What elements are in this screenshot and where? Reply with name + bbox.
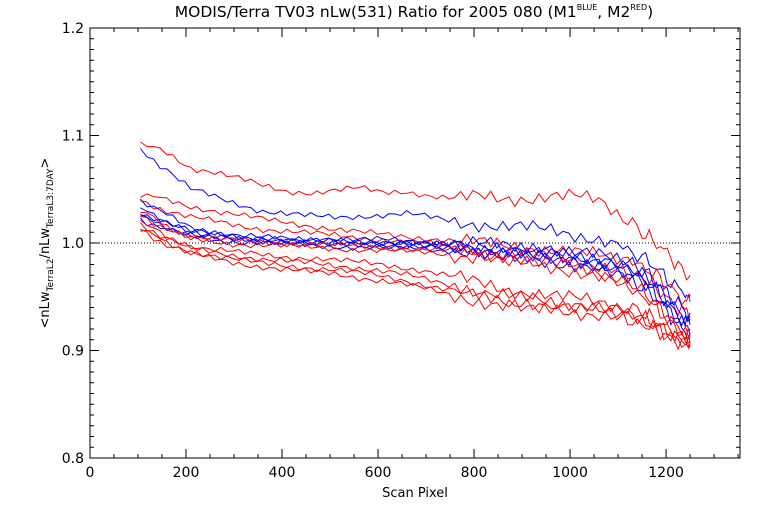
series-line-m1 bbox=[140, 198, 691, 321]
x-tick-label: 200 bbox=[173, 465, 200, 481]
chart-title: MODIS/Terra TV03 nLw(531) Ratio for 2005… bbox=[175, 3, 653, 21]
y-axis-label: <nLwTerraL2/nLwTerraL3:7DAY> bbox=[38, 158, 56, 329]
x-axis-label: Scan Pixel bbox=[382, 486, 448, 501]
series-line-m2 bbox=[140, 215, 691, 339]
series-line-m1 bbox=[140, 213, 691, 333]
y-tick-label: 1.0 bbox=[62, 236, 84, 252]
x-tick-label: 1000 bbox=[552, 465, 588, 481]
series-line-m1 bbox=[140, 148, 691, 299]
y-tick-label: 1.1 bbox=[62, 129, 84, 145]
y-axis: 0.8 0.9 1.0 1.1 1.2 bbox=[62, 21, 740, 467]
x-tick-label: 400 bbox=[269, 465, 296, 481]
y-tick-label: 0.8 bbox=[62, 451, 84, 467]
x-tick-label: 800 bbox=[461, 465, 488, 481]
x-tick-label: 600 bbox=[365, 465, 392, 481]
series-line-m2 bbox=[140, 141, 691, 281]
y-tick-label: 0.9 bbox=[62, 344, 84, 360]
x-tick-label: 0 bbox=[86, 465, 95, 481]
series-group bbox=[140, 141, 691, 351]
series-line-m2 bbox=[140, 219, 691, 345]
title-superscript-blue: BLUE bbox=[577, 3, 597, 12]
series-line-m2 bbox=[140, 193, 691, 306]
y-tick-label: 1.2 bbox=[62, 21, 84, 37]
series-line-m1 bbox=[140, 217, 691, 342]
title-superscript-red: RED bbox=[630, 3, 647, 12]
x-axis: 0 200 400 600 800 1000 1200 bbox=[86, 28, 739, 481]
series-line-m2 bbox=[140, 211, 691, 342]
series-line-m2 bbox=[140, 229, 691, 349]
x-tick-label: 1200 bbox=[648, 465, 684, 481]
series-line-m1 bbox=[140, 207, 691, 327]
series-line-m2 bbox=[140, 228, 691, 351]
